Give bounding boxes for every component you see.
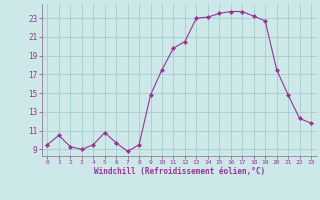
X-axis label: Windchill (Refroidissement éolien,°C): Windchill (Refroidissement éolien,°C) — [94, 167, 265, 176]
